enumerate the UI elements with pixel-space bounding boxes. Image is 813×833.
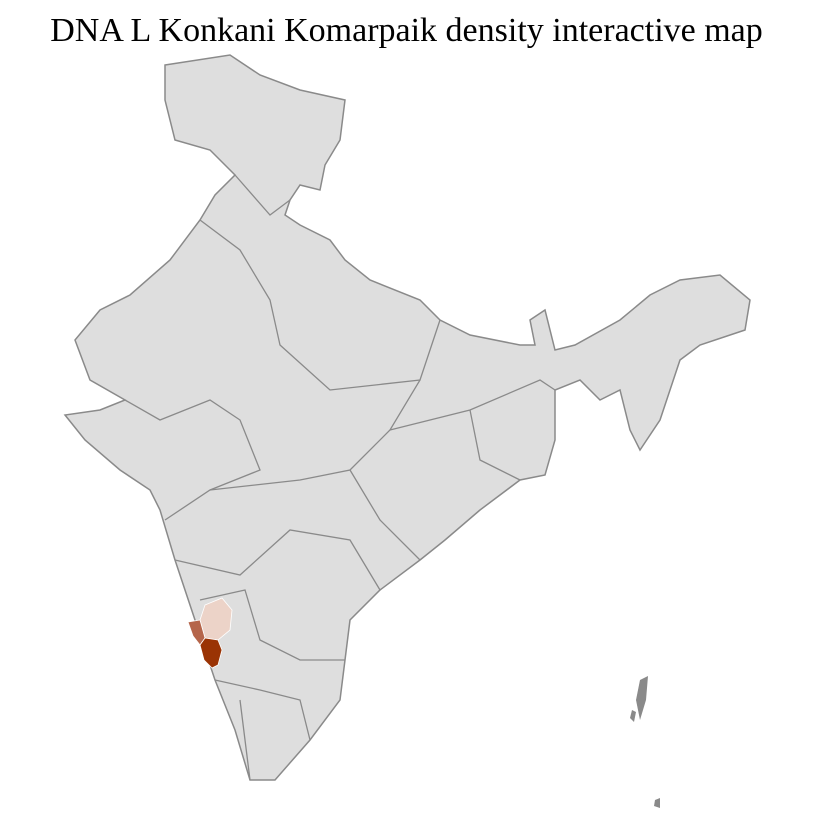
map-title: DNA L Konkani Komarpaik density interact…	[50, 12, 763, 49]
state-borders	[124, 174, 556, 781]
region-high-density[interactable]	[199, 637, 223, 669]
andaman-islands	[630, 676, 660, 808]
india-outline[interactable]	[63, 54, 751, 781]
